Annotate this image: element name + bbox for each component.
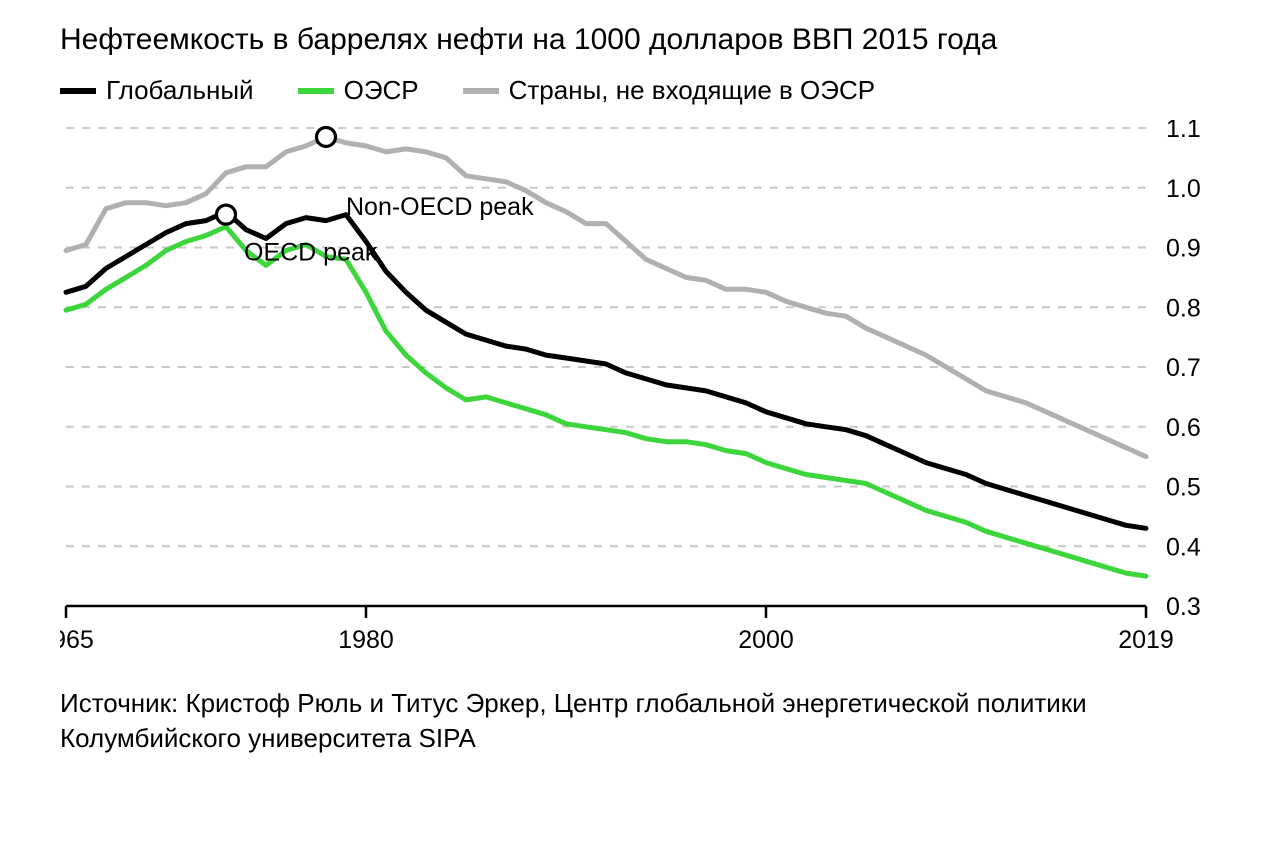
legend-label-oecd: ОЭСР: [344, 75, 419, 106]
legend-label-non-oecd: Страны, не входящие в ОЭСР: [509, 75, 875, 106]
svg-text:0.9: 0.9: [1166, 235, 1201, 263]
chart-title: Нефтеемкость в баррелях нефти на 1000 до…: [60, 20, 1230, 59]
svg-text:0.5: 0.5: [1166, 474, 1201, 502]
svg-text:2000: 2000: [738, 626, 794, 654]
svg-text:1980: 1980: [338, 626, 394, 654]
legend-swatch-non-oecd: [463, 88, 499, 94]
svg-text:0.6: 0.6: [1166, 414, 1201, 442]
svg-text:2019: 2019: [1118, 626, 1174, 654]
svg-text:0.8: 0.8: [1166, 294, 1201, 322]
svg-text:OECD peak: OECD peak: [244, 239, 378, 267]
legend-swatch-global: [60, 88, 96, 94]
svg-text:0.3: 0.3: [1166, 593, 1201, 621]
svg-text:1965: 1965: [60, 626, 94, 654]
line-chart: 0.3 0.4 0.5 0.6 0.7 0.8 0.9 1.0 1.1 1965 1980 2000 2…: [60, 120, 1230, 660]
chart-source: Источник: Кристоф Рюль и Титус Эркер, Це…: [60, 686, 1230, 756]
svg-text:1.1: 1.1: [1166, 120, 1201, 143]
legend-label-global: Глобальный: [106, 75, 254, 106]
svg-text:0.4: 0.4: [1166, 533, 1201, 561]
svg-text:Non-OECD peak: Non-OECD peak: [346, 193, 534, 221]
legend-swatch-oecd: [298, 88, 334, 94]
legend-item-global: Глобальный: [60, 75, 254, 106]
legend: Глобальный ОЭСР Страны, не входящие в ОЭ…: [60, 75, 1230, 106]
svg-text:0.7: 0.7: [1166, 354, 1201, 382]
svg-text:1.0: 1.0: [1166, 175, 1201, 203]
legend-item-oecd: ОЭСР: [298, 75, 419, 106]
legend-item-non-oecd: Страны, не входящие в ОЭСР: [463, 75, 875, 106]
chart-area: 0.3 0.4 0.5 0.6 0.7 0.8 0.9 1.0 1.1 1965 1980 2000 2…: [60, 120, 1230, 660]
